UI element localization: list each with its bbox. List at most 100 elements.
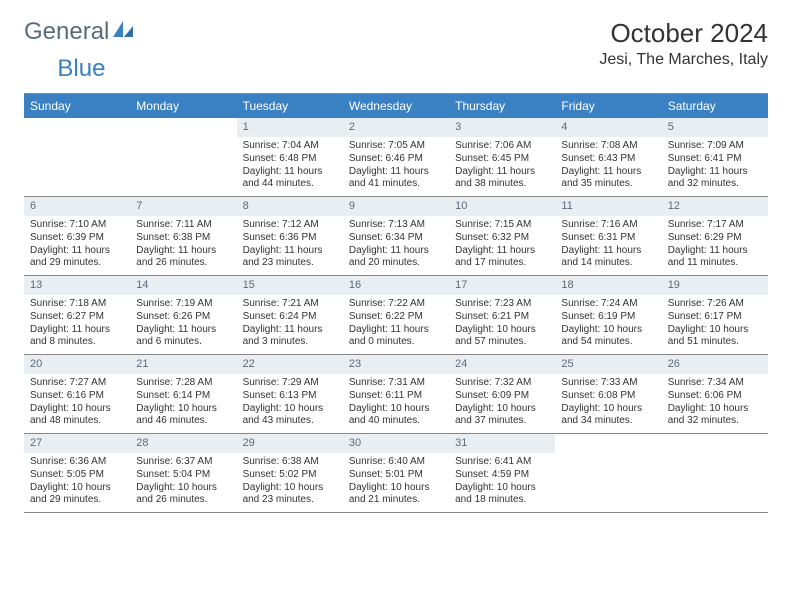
sunset-text: Sunset: 6:31 PM [561,232,655,245]
day-body: Sunrise: 7:33 AMSunset: 6:08 PMDaylight:… [555,374,661,432]
sunset-text: Sunset: 6:13 PM [243,390,337,403]
sunset-text: Sunset: 5:05 PM [30,469,124,482]
day-cell: 11Sunrise: 7:16 AMSunset: 6:31 PMDayligh… [555,197,661,275]
day-number: 15 [237,276,343,295]
sunset-text: Sunset: 6:41 PM [668,153,762,166]
daylight-text: Daylight: 11 hours and 32 minutes. [668,166,762,192]
day-cell: 17Sunrise: 7:23 AMSunset: 6:21 PMDayligh… [449,276,555,354]
day-body: Sunrise: 6:40 AMSunset: 5:01 PMDaylight:… [343,453,449,511]
day-cell: 25Sunrise: 7:33 AMSunset: 6:08 PMDayligh… [555,355,661,433]
daylight-text: Daylight: 11 hours and 3 minutes. [243,324,337,350]
day-cell [662,434,768,512]
week-row: 27Sunrise: 6:36 AMSunset: 5:05 PMDayligh… [24,434,768,513]
day-number: 4 [555,118,661,137]
sunrise-text: Sunrise: 7:08 AM [561,140,655,153]
day-body: Sunrise: 7:09 AMSunset: 6:41 PMDaylight:… [662,137,768,195]
daylight-text: Daylight: 11 hours and 38 minutes. [455,166,549,192]
sunset-text: Sunset: 6:38 PM [136,232,230,245]
sunrise-text: Sunrise: 7:17 AM [668,219,762,232]
day-cell: 1Sunrise: 7:04 AMSunset: 6:48 PMDaylight… [237,118,343,196]
day-body: Sunrise: 7:27 AMSunset: 6:16 PMDaylight:… [24,374,130,432]
sunset-text: Sunset: 6:29 PM [668,232,762,245]
sunrise-text: Sunrise: 7:19 AM [136,298,230,311]
day-body: Sunrise: 6:37 AMSunset: 5:04 PMDaylight:… [130,453,236,511]
day-body: Sunrise: 7:06 AMSunset: 6:45 PMDaylight:… [449,137,555,195]
day-number: 21 [130,355,236,374]
sunrise-text: Sunrise: 7:16 AM [561,219,655,232]
sunrise-text: Sunrise: 7:32 AM [455,377,549,390]
day-body: Sunrise: 7:19 AMSunset: 6:26 PMDaylight:… [130,295,236,353]
sunset-text: Sunset: 6:09 PM [455,390,549,403]
day-cell: 28Sunrise: 6:37 AMSunset: 5:04 PMDayligh… [130,434,236,512]
weekday-header: Thursday [449,94,555,118]
sunrise-text: Sunrise: 7:09 AM [668,140,762,153]
daylight-text: Daylight: 11 hours and 23 minutes. [243,245,337,271]
day-cell: 14Sunrise: 7:19 AMSunset: 6:26 PMDayligh… [130,276,236,354]
sunrise-text: Sunrise: 7:15 AM [455,219,549,232]
day-number: 13 [24,276,130,295]
day-body: Sunrise: 7:04 AMSunset: 6:48 PMDaylight:… [237,137,343,195]
day-cell: 30Sunrise: 6:40 AMSunset: 5:01 PMDayligh… [343,434,449,512]
sunset-text: Sunset: 6:34 PM [349,232,443,245]
location-subtitle: Jesi, The Marches, Italy [599,51,768,69]
sunset-text: Sunset: 5:01 PM [349,469,443,482]
sunrise-text: Sunrise: 6:41 AM [455,456,549,469]
day-cell: 21Sunrise: 7:28 AMSunset: 6:14 PMDayligh… [130,355,236,433]
day-body: Sunrise: 7:22 AMSunset: 6:22 PMDaylight:… [343,295,449,353]
sunset-text: Sunset: 6:14 PM [136,390,230,403]
day-cell: 23Sunrise: 7:31 AMSunset: 6:11 PMDayligh… [343,355,449,433]
day-number: 22 [237,355,343,374]
daylight-text: Daylight: 10 hours and 40 minutes. [349,403,443,429]
logo-word1: General [24,18,109,46]
day-number: 28 [130,434,236,453]
day-body: Sunrise: 7:12 AMSunset: 6:36 PMDaylight:… [237,216,343,274]
page-title: October 2024 [599,18,768,49]
day-body: Sunrise: 6:41 AMSunset: 4:59 PMDaylight:… [449,453,555,511]
day-body: Sunrise: 7:11 AMSunset: 6:38 PMDaylight:… [130,216,236,274]
day-cell: 15Sunrise: 7:21 AMSunset: 6:24 PMDayligh… [237,276,343,354]
daylight-text: Daylight: 11 hours and 0 minutes. [349,324,443,350]
day-number: 7 [130,197,236,216]
daylight-text: Daylight: 10 hours and 23 minutes. [243,482,337,508]
day-cell [24,118,130,196]
daylight-text: Daylight: 11 hours and 20 minutes. [349,245,443,271]
sunset-text: Sunset: 6:16 PM [30,390,124,403]
day-cell: 9Sunrise: 7:13 AMSunset: 6:34 PMDaylight… [343,197,449,275]
daylight-text: Daylight: 10 hours and 54 minutes. [561,324,655,350]
day-number: 6 [24,197,130,216]
day-cell: 4Sunrise: 7:08 AMSunset: 6:43 PMDaylight… [555,118,661,196]
weekday-header: Wednesday [343,94,449,118]
week-row: 20Sunrise: 7:27 AMSunset: 6:16 PMDayligh… [24,355,768,434]
day-body: Sunrise: 7:08 AMSunset: 6:43 PMDaylight:… [555,137,661,195]
sunrise-text: Sunrise: 7:31 AM [349,377,443,390]
week-row: 13Sunrise: 7:18 AMSunset: 6:27 PMDayligh… [24,276,768,355]
day-number: 11 [555,197,661,216]
day-cell [555,434,661,512]
weekday-header: Monday [130,94,236,118]
daylight-text: Daylight: 11 hours and 6 minutes. [136,324,230,350]
sunset-text: Sunset: 6:22 PM [349,311,443,324]
sunrise-text: Sunrise: 7:34 AM [668,377,762,390]
week-row: 1Sunrise: 7:04 AMSunset: 6:48 PMDaylight… [24,118,768,197]
day-body: Sunrise: 7:29 AMSunset: 6:13 PMDaylight:… [237,374,343,432]
day-body: Sunrise: 7:21 AMSunset: 6:24 PMDaylight:… [237,295,343,353]
day-number: 24 [449,355,555,374]
sunrise-text: Sunrise: 7:23 AM [455,298,549,311]
day-number: 20 [24,355,130,374]
weekday-header-row: SundayMondayTuesdayWednesdayThursdayFrid… [24,94,768,118]
day-body: Sunrise: 7:34 AMSunset: 6:06 PMDaylight:… [662,374,768,432]
sunrise-text: Sunrise: 7:04 AM [243,140,337,153]
day-body: Sunrise: 7:31 AMSunset: 6:11 PMDaylight:… [343,374,449,432]
day-number: 17 [449,276,555,295]
day-cell: 24Sunrise: 7:32 AMSunset: 6:09 PMDayligh… [449,355,555,433]
sunset-text: Sunset: 6:24 PM [243,311,337,324]
sunset-text: Sunset: 6:17 PM [668,311,762,324]
day-number: 3 [449,118,555,137]
logo: General [24,18,135,46]
logo-sail-icon [111,19,135,39]
daylight-text: Daylight: 11 hours and 44 minutes. [243,166,337,192]
daylight-text: Daylight: 10 hours and 43 minutes. [243,403,337,429]
sunset-text: Sunset: 6:06 PM [668,390,762,403]
day-cell: 2Sunrise: 7:05 AMSunset: 6:46 PMDaylight… [343,118,449,196]
weekday-header: Sunday [24,94,130,118]
